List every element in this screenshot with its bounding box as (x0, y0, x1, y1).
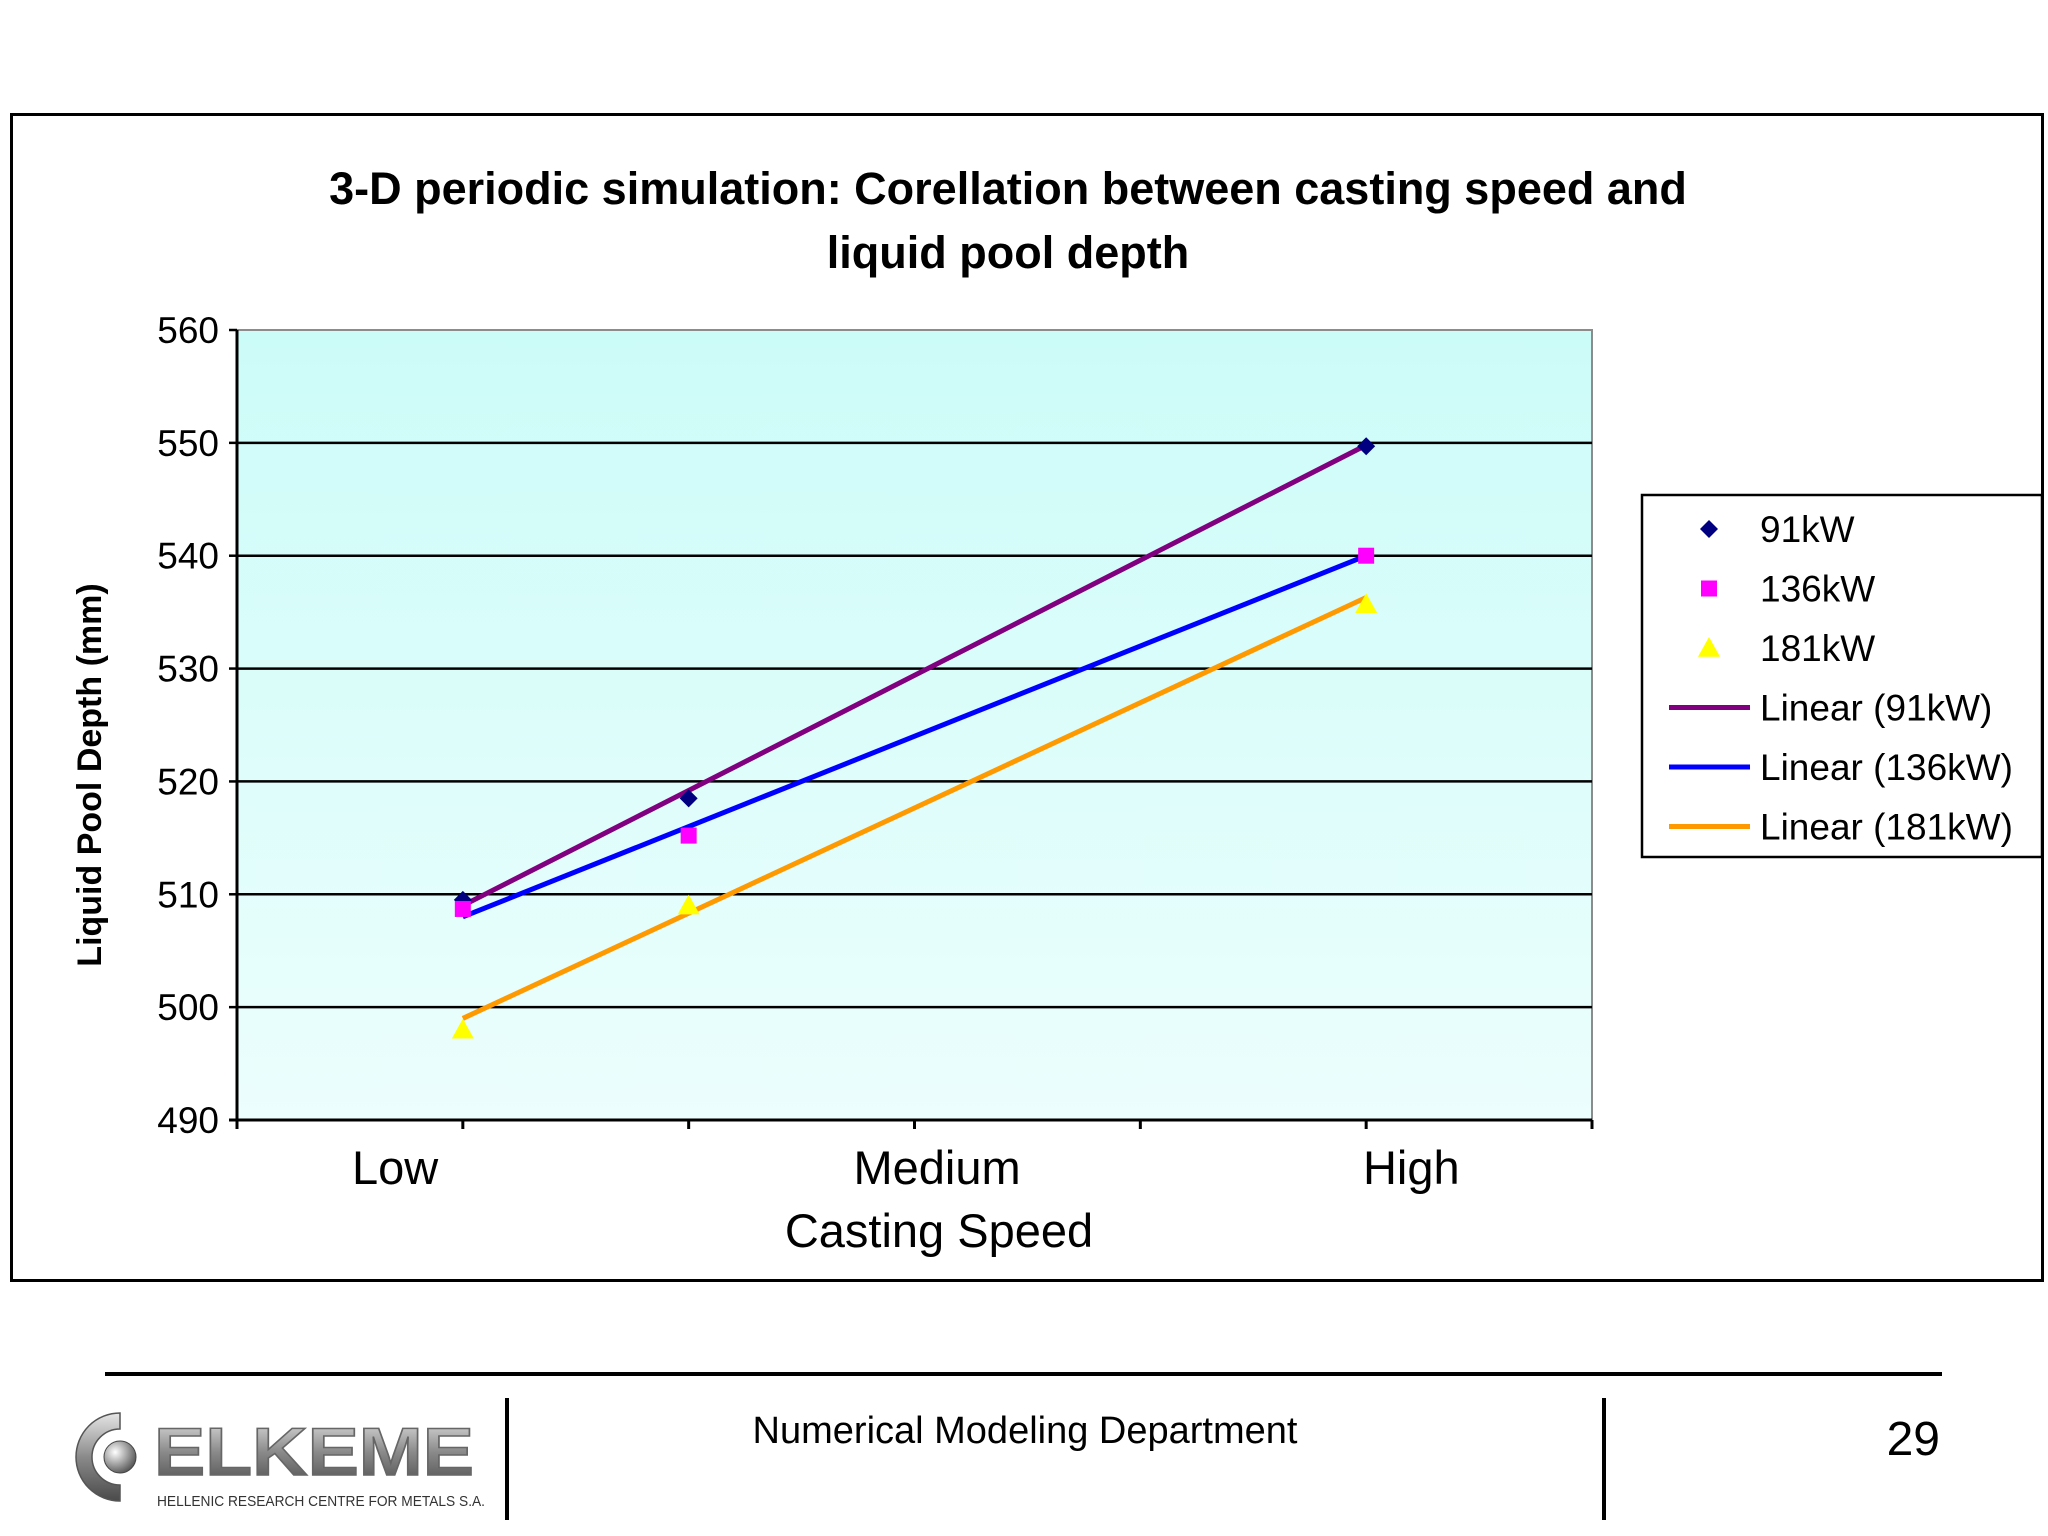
footer-divider-right (1602, 1398, 1606, 1520)
y-tick-label-550: 550 (157, 423, 219, 464)
y-axis-label: Liquid Pool Depth (mm) (71, 583, 109, 966)
point-136kw-2 (680, 827, 697, 844)
y-tick-label-560: 560 (157, 310, 219, 351)
legend-marker-181kw (1698, 637, 1720, 657)
trendline-linear-91kw (461, 442, 1368, 908)
legend-marker-136kw (1701, 580, 1717, 597)
point-181kw-2 (677, 894, 700, 915)
x-tick-label-low: Low (352, 1141, 439, 1194)
point-91kw-2 (679, 789, 698, 808)
legend-label-136kw: 136kW (1760, 569, 1875, 610)
chart-frame: 490 500 510 520 530 540 550 560 Low Medium High 3-D… (10, 113, 2044, 1282)
legend-label-linear-91kw: Linear (91kW) (1760, 688, 1992, 729)
legend-label-91kw: 91kW (1760, 509, 1855, 550)
footer-divider-left (505, 1398, 509, 1520)
legend-marker-91kw (1700, 520, 1718, 538)
chart-title-line-2: liquid pool depth (827, 227, 1189, 278)
footer-rule (105, 1372, 1942, 1376)
y-tick-label-510: 510 (157, 874, 219, 915)
logo-tagline: HELLENIC RESEARCH CENTRE FOR METALS S.A. (157, 1493, 485, 1510)
legend-label-linear-136kw: Linear (136kW) (1760, 747, 2013, 788)
x-tick-label-medium: Medium (853, 1141, 1020, 1194)
trendline-linear-181kw (461, 595, 1368, 1021)
point-136kw-3 (1358, 547, 1375, 564)
legend-label-181kw: 181kW (1760, 628, 1875, 669)
y-tick-label-530: 530 (157, 649, 219, 690)
y-tick-label-500: 500 (157, 987, 219, 1028)
point-136kw-1 (454, 900, 471, 917)
page-number: 29 (1886, 1413, 1940, 1466)
plot-area (236, 329, 1593, 1121)
y-tick-label-520: 520 (157, 761, 219, 802)
footer-department: Numerical Modeling Department (752, 1410, 1298, 1452)
trendline-linear-136kw (461, 553, 1368, 920)
chart: 490 500 510 520 530 540 550 560 Low Medium High 3-D… (71, 163, 2041, 1257)
x-tick-label-high: High (1363, 1141, 1460, 1194)
point-91kw-3 (1357, 437, 1376, 456)
legend-label-linear-181kw: Linear (181kW) (1760, 807, 2013, 848)
legend-box (1640, 493, 2041, 859)
y-tick-label-490: 490 (157, 1100, 219, 1141)
point-181kw-1 (451, 1018, 474, 1039)
elkeme-logo: ELKEME HELLENIC RESEARCH CENTRE FOR META… (75, 1412, 485, 1510)
point-181kw-3 (1355, 593, 1378, 614)
logo-wordmark: ELKEME (154, 1414, 474, 1490)
x-axis-label: Casting Speed (785, 1204, 1093, 1257)
chart-title-line-1: 3-D periodic simulation: Corellation bet… (329, 163, 1687, 214)
y-tick-label-540: 540 (157, 536, 219, 577)
